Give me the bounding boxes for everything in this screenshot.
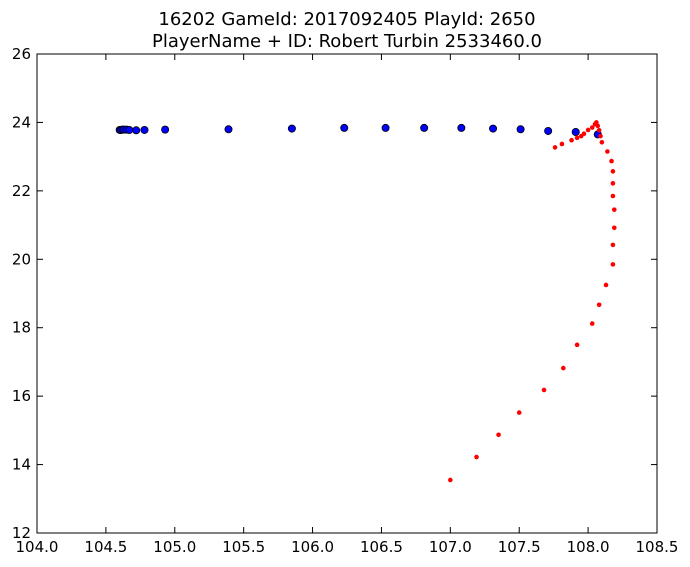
red-data-point [569,137,574,143]
red-data-point [574,135,580,141]
blue-data-point [287,124,296,133]
y-tick-label: 12 [12,524,31,542]
x-tick-label: 106.0 [291,538,334,556]
chart-title-line-1: 16202 GameId: 2017092405 PlayId: 2650 [158,9,535,30]
blue-data-point [544,126,553,135]
red-data-point [585,127,591,133]
red-data-point [541,387,547,393]
blue-data-point [161,125,170,134]
red-data-point [609,158,614,164]
blue-data-point [381,123,390,132]
blue-data-point [420,123,429,132]
red-data-point [448,477,453,483]
red-data-point [611,207,617,212]
blue-data-point [224,125,233,134]
red-data-point [596,127,602,133]
red-data-point [574,342,580,348]
x-tick-label: 108.0 [567,538,610,556]
red-data-point [561,365,566,371]
red-data-point [552,145,558,150]
blue-data-point [457,123,466,132]
x-tick-label: 108.5 [636,538,679,556]
x-tick-label: 106.5 [360,538,403,556]
red-data-point [516,410,522,415]
blue-data-point [140,125,149,134]
y-tick-label: 18 [12,319,31,337]
red-data-point [610,169,616,174]
x-tick-label: 105.5 [222,538,265,556]
y-tick-label: 20 [12,250,31,268]
x-tick-label: 104.5 [84,538,127,556]
blue-data-point [516,125,525,134]
red-data-point [578,133,584,139]
blue-data-point [132,126,141,135]
red-data-point [589,125,595,130]
x-tick-label: 105.0 [153,538,196,556]
plot-area [37,54,657,533]
red-data-point [592,121,598,127]
plot-frame [36,53,658,534]
red-data-point [605,149,610,154]
red-data-point [596,302,602,308]
red-data-point [611,225,617,231]
blue-data-point [489,124,498,133]
y-tick-label: 22 [12,182,31,200]
y-tick-label: 24 [12,113,31,131]
y-tick-label: 26 [12,45,31,63]
blue-data-point [125,125,134,134]
data-points [115,120,617,483]
y-tick-label: 14 [12,456,31,474]
red-data-point [598,133,603,139]
y-tick-label: 16 [12,387,31,405]
x-tick-label: 107.0 [429,538,472,556]
x-tick-label: 107.5 [498,538,541,556]
red-data-point [589,321,595,326]
red-data-point [474,454,479,460]
red-data-point [610,262,616,267]
red-data-point [610,193,616,199]
red-data-point [610,181,616,186]
x-axis: 104.0 104.5 105.0 105.5 106.0 106.5 107.0 107.5… [16,54,679,556]
red-data-point [599,139,605,145]
red-data-point [496,432,501,438]
red-data-point [610,242,616,248]
blue-data-point [571,128,580,137]
y-axis: 12 14 16 18 20 22 24 26 [12,45,657,542]
red-data-point [559,141,565,147]
red-data-point [603,282,609,288]
chart-title-line-2: PlayerName + ID: Robert Turbin 2533460.0 [152,31,542,52]
blue-data-point [340,123,349,132]
x-tick-label: 104.0 [16,538,59,556]
